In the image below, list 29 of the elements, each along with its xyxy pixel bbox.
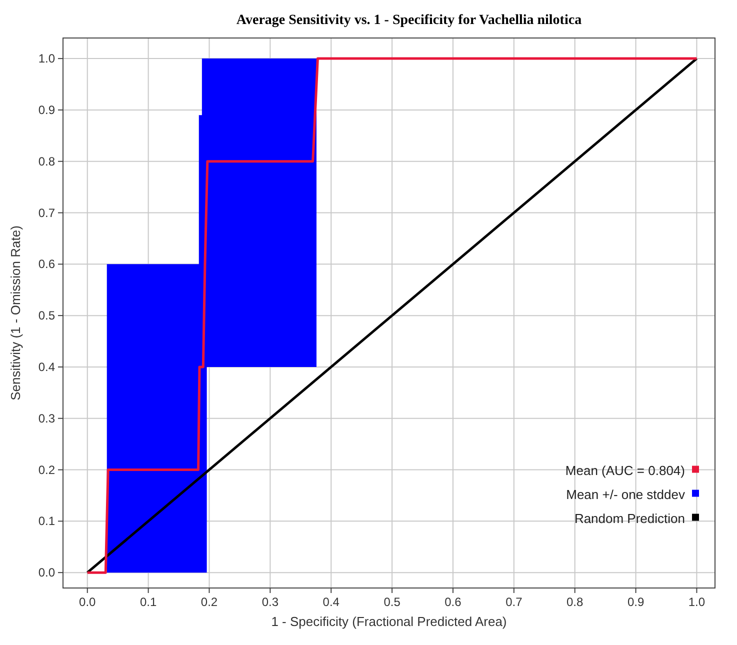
x-tick-label: 0.0	[79, 595, 96, 609]
x-tick-label: 0.5	[384, 595, 401, 609]
y-tick-label: 0.8	[38, 154, 56, 168]
x-tick-label: 1.0	[688, 595, 706, 609]
y-tick-label: 0.4	[38, 360, 56, 374]
y-tick-label: 0.3	[38, 411, 56, 426]
y-tick-label: 0.0	[38, 566, 56, 580]
chart-title: Average Sensitivity vs. 1 - Specificity for Vachellia nilotica	[236, 13, 582, 28]
x-tick-label: 0.6	[444, 595, 462, 609]
x-axis-title: 1 - Specificity (Fractional Predicted Area)	[271, 614, 507, 629]
x-tick-label: 0.3	[262, 595, 279, 609]
y-tick-label: 0.9	[38, 102, 56, 117]
x-tick-label: 0.1	[140, 595, 157, 609]
y-axis-title: Sensitivity (1 - Omission Rate)	[8, 226, 23, 400]
line-series	[86, 57, 698, 574]
y-tick-label: 0.6	[38, 257, 56, 272]
y-tick-label: 0.5	[38, 308, 56, 323]
legend-label: Mean (AUC = 0.804)	[565, 462, 685, 478]
x-tick-label: 0.9	[627, 595, 644, 609]
y-tick-label: 1.0	[38, 52, 56, 66]
x-tick-label: 0.2	[200, 595, 218, 609]
x-tick-label: 0.7	[506, 595, 523, 609]
y-tick-label: 0.1	[38, 514, 56, 528]
y-tick-label: 0.2	[38, 462, 56, 477]
x-tick-label: 0.8	[566, 595, 584, 609]
legend-label: Mean +/- one stddev	[566, 486, 686, 502]
x-tick-label: 0.4	[322, 595, 340, 609]
y-tick-label: 0.7	[38, 206, 56, 220]
legend-label: Random Prediction	[574, 510, 685, 526]
